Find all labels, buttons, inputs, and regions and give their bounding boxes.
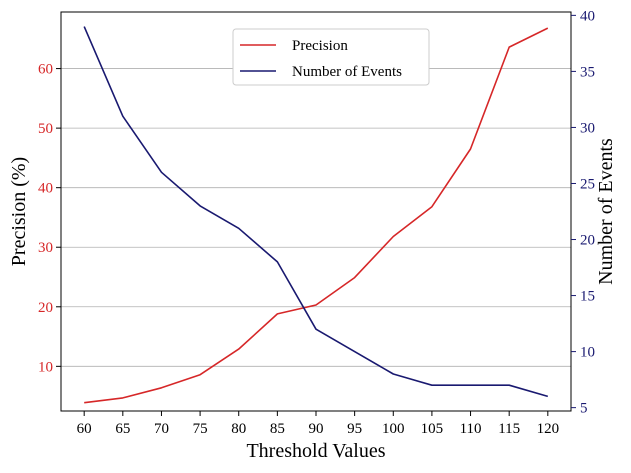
x-tick-label: 70 xyxy=(154,421,169,437)
x-tick-label: 105 xyxy=(421,421,444,437)
x-axis-title: Threshold Values xyxy=(246,440,385,462)
x-tick-label: 115 xyxy=(498,421,520,437)
right-y-tick-label: 35 xyxy=(580,64,595,80)
right-y-axis: 5 10 15 20 25 30 35 40 xyxy=(571,8,595,417)
series-layer xyxy=(83,26,549,404)
x-tick-label: 60 xyxy=(77,421,92,437)
left-axis-title: Precision (%) xyxy=(8,157,30,266)
x-axis: 60 65 70 75 80 85 90 95 100 105 110 115 120 xyxy=(77,411,559,437)
right-y-tick-label: 30 xyxy=(580,120,595,136)
legend-box xyxy=(232,28,430,86)
x-tick-label: 95 xyxy=(347,421,362,437)
grid-lines xyxy=(61,68,571,367)
right-y-tick-label: 10 xyxy=(580,345,595,361)
series-line-number-of-events xyxy=(83,26,549,398)
left-y-tick-label: 50 xyxy=(38,121,53,137)
left-y-tick-label: 30 xyxy=(38,240,53,256)
series-line-precision xyxy=(84,27,549,404)
x-tick-label: 65 xyxy=(115,421,130,437)
right-y-tick-label: 5 xyxy=(580,401,588,417)
x-tick-label: 120 xyxy=(537,421,560,437)
left-y-tick-label: 60 xyxy=(38,62,53,78)
right-axis-title: Number of Events xyxy=(595,138,617,285)
right-y-tick-label: 40 xyxy=(580,8,595,24)
legend-label-number-of-events: Number of Events xyxy=(292,64,402,80)
x-tick-label: 100 xyxy=(382,421,405,437)
legend-label-precision: Precision xyxy=(292,38,348,54)
left-y-tick-label: 20 xyxy=(38,300,53,316)
right-y-tick-label: 15 xyxy=(580,289,595,305)
x-tick-label: 85 xyxy=(270,421,285,437)
right-y-tick-label: 20 xyxy=(580,233,595,249)
legend: Precision Number of Events xyxy=(232,28,430,86)
left-y-tick-label: 10 xyxy=(38,359,53,375)
x-tick-label: 75 xyxy=(193,421,208,437)
x-tick-label: 90 xyxy=(309,421,324,437)
left-y-tick-label: 40 xyxy=(38,181,53,197)
left-y-axis: 10 20 30 40 50 60 xyxy=(38,62,61,375)
x-tick-label: 80 xyxy=(231,421,246,437)
x-tick-label: 110 xyxy=(460,421,482,437)
right-y-tick-label: 25 xyxy=(580,176,595,192)
